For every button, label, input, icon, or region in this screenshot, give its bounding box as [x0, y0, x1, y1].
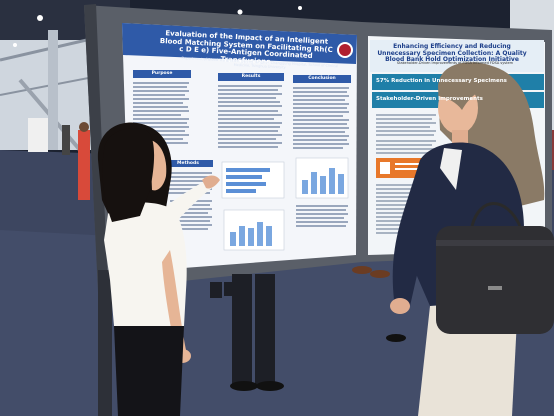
ceiling-light	[37, 15, 43, 21]
poster-right-title: Enhancing Efficiency and Reducing Unnece…	[377, 43, 527, 64]
poster-left-logo	[339, 44, 351, 56]
poster-left-section-conclusion: Conclusion	[308, 76, 336, 81]
poster-left-section-bar	[163, 160, 213, 167]
board-leg	[98, 270, 112, 416]
pointing-hand	[202, 175, 220, 189]
ceiling-light	[298, 6, 302, 10]
shoe	[370, 270, 390, 278]
poster-right-subtitle: Stakeholder-Driven Improvements of FDSA …	[396, 61, 514, 65]
shoe	[386, 334, 406, 342]
person-middle-legs	[210, 274, 284, 391]
poster-right-banner-2: Stakeholder-Driven Improvements	[376, 96, 483, 102]
poster-left-section-bar	[133, 70, 191, 78]
poster-left-section-bar	[218, 73, 284, 81]
ceiling-light	[237, 9, 243, 15]
background-sign	[28, 118, 48, 152]
background-person	[78, 130, 90, 200]
poster-left-header	[122, 23, 357, 64]
shoe	[352, 266, 372, 274]
poster-right-banner-1: 57% Reduction in Unnecessary Specimens	[376, 78, 507, 84]
poster-left-section-results: Results	[241, 74, 261, 79]
poster-left-section-methods: Methods	[177, 161, 199, 166]
person-right	[390, 62, 554, 416]
person-left	[97, 122, 220, 416]
poster-left-section-bar	[293, 75, 351, 83]
poster-left-section-purpose: Purpose	[151, 71, 173, 76]
handbag	[436, 226, 554, 334]
ceiling-light	[13, 43, 17, 47]
background-person	[62, 125, 70, 155]
